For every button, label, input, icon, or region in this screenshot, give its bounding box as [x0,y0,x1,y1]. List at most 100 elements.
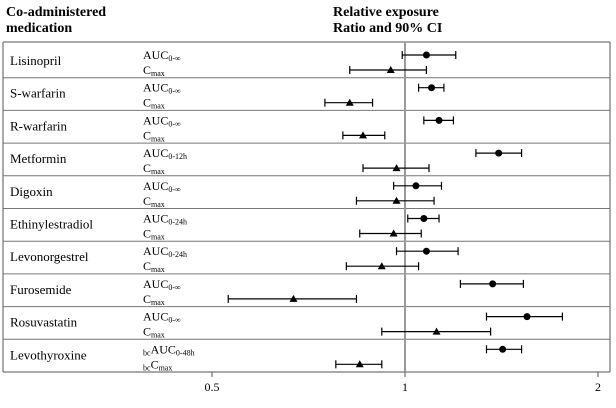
pk-parameter-label: AUC0-∞ [143,48,181,63]
pk-parameter-base: AUC [143,277,168,291]
drug-name: Furosemide [10,282,72,297]
pk-parameter-subscript: 0-12h [168,152,187,161]
auc-estimate-marker [412,182,420,190]
cmax-estimate-marker [392,196,401,204]
pk-parameter-subscript: max [151,69,165,78]
pk-parameter-base: AUC [151,342,176,356]
cmax-estimate-marker [432,327,441,335]
pk-parameter-subscript: max [151,233,165,242]
cmax-estimate-marker [355,360,364,368]
drug-name: Metformin [10,151,67,166]
pk-parameter-label: AUC0-∞ [143,81,181,96]
pk-parameter-subscript: 0-24h [168,218,187,227]
pk-parameter-prefix: bc [143,363,151,372]
auc-estimate-marker [489,280,497,288]
pk-parameter-subscript: max [151,331,165,340]
auc-estimate-marker [422,247,430,255]
cmax-estimate-marker [345,98,354,106]
pk-parameter-subscript: max [151,134,165,143]
pk-parameter-subscript: max [151,167,165,176]
pk-parameter-subscript: max [151,200,165,209]
pk-parameter-subscript: 0-∞ [168,283,181,292]
pk-parameter-base: C [143,259,151,273]
x-tick-label: 1 [402,380,408,394]
header-relative-exposure: Relative exposure Ratio and 90% CI [333,5,442,37]
drug-name: Ethinylestradiol [10,217,93,232]
drug-name: Levothyroxine [10,347,87,362]
x-tick-label: 0.5 [205,380,220,394]
header-medication: Co-administered medication [6,5,106,37]
drug-name: Rosuvastatin [10,315,78,330]
cmax-estimate-marker [359,131,368,139]
pk-parameter-subscript: 0-48h [176,348,195,357]
drug-name: Lisinopril [10,53,62,68]
pk-parameter-base: C [143,227,151,241]
pk-parameter-base: AUC [143,179,168,193]
pk-parameter-subscript: max [159,363,173,372]
pk-parameter-label: bcCmax [143,357,172,372]
pk-parameter-label: AUC0-24h [143,244,187,259]
drug-name: Levonorgestrel [10,249,89,264]
header-medication-line2: medication [6,21,73,36]
drug-name: S-warfarin [10,86,66,101]
pk-parameter-base: C [143,161,151,175]
pk-parameter-label: Cmax [143,325,165,340]
pk-parameter-label: bcAUC0-48h [143,342,195,357]
pk-parameter-base: C [151,357,159,371]
pk-parameter-base: AUC [143,113,168,127]
pk-parameter-subscript: max [151,102,165,111]
pk-parameter-subscript: 0-∞ [168,119,181,128]
pk-parameter-base: AUC [143,212,168,226]
auc-estimate-marker [435,116,443,124]
drug-name: R-warfarin [10,118,68,133]
pk-parameter-subscript: 0-∞ [168,54,181,63]
pk-parameter-label: Cmax [143,63,165,78]
x-tick-label: 2 [595,380,601,394]
pk-parameter-base: AUC [143,244,168,258]
pk-parameter-label: AUC0-24h [143,212,187,227]
cmax-estimate-marker [389,229,398,237]
auc-estimate-marker [428,84,436,92]
drug-name: Digoxin [10,184,53,199]
header-exposure-line2: Ratio and 90% CI [333,21,443,36]
auc-estimate-marker [523,313,531,321]
pk-parameter-label: Cmax [143,259,165,274]
pk-parameter-label: Cmax [143,128,165,143]
pk-parameter-label: AUC0-∞ [143,277,181,292]
pk-parameter-label: AUC0-12h [143,146,187,161]
pk-parameter-label: Cmax [143,161,165,176]
pk-parameter-label: Cmax [143,227,165,242]
pk-parameter-base: C [143,292,151,306]
pk-parameter-label: AUC0-∞ [143,310,181,325]
pk-parameter-subscript: 0-24h [168,250,187,259]
cmax-estimate-marker [289,294,298,302]
pk-parameter-base: AUC [143,81,168,95]
pk-parameter-base: AUC [143,310,168,324]
pk-parameter-label: AUC0-∞ [143,179,181,194]
pk-parameter-subscript: 0-∞ [168,316,181,325]
pk-parameter-base: C [143,325,151,339]
pk-parameter-subscript: 0-∞ [168,87,181,96]
cmax-estimate-marker [386,66,395,73]
cmax-estimate-marker [392,164,401,172]
pk-parameter-base: C [143,63,151,77]
auc-estimate-marker [422,51,430,59]
pk-parameter-label: Cmax [143,194,165,209]
pk-parameter-label: Cmax [143,292,165,307]
header-medication-line1: Co-administered [6,5,107,20]
pk-parameter-base: C [143,194,151,208]
pk-parameter-label: AUC0-∞ [143,113,181,128]
header-exposure-line1: Relative exposure [333,5,439,20]
cmax-estimate-marker [377,262,386,270]
pk-parameter-subscript: max [151,298,165,307]
pk-parameter-label: Cmax [143,96,165,111]
pk-parameter-base: AUC [143,48,168,62]
auc-estimate-marker [499,345,507,353]
pk-parameter-subscript: 0-∞ [168,185,181,194]
pk-parameter-base: C [143,128,151,142]
pk-parameter-subscript: max [151,265,165,274]
auc-estimate-marker [495,149,503,157]
pk-parameter-prefix: bc [143,348,151,357]
pk-parameter-base: C [143,96,151,110]
